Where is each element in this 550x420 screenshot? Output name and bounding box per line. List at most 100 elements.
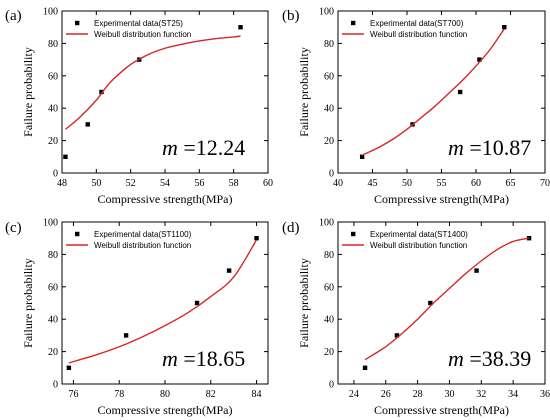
panel-label: (c): [5, 220, 22, 236]
weibull-modulus-annotation: m =38.39: [448, 346, 531, 371]
x-tick-label: 34: [508, 389, 518, 400]
x-tick-label: 84: [252, 389, 262, 400]
data-point: [457, 89, 463, 95]
y-tick-label: 40: [48, 104, 58, 115]
x-tick-label: 82: [206, 389, 216, 400]
y-tick-label: 0: [53, 169, 58, 180]
x-tick-label: 80: [160, 389, 170, 400]
m-symbol: m: [448, 346, 464, 371]
legend-point-swatch: [351, 20, 356, 26]
x-axis-label: Compressive strength(MPa): [98, 192, 233, 206]
y-tick-label: 20: [324, 347, 334, 358]
data-point: [526, 236, 532, 241]
data-point: [254, 236, 259, 241]
y-tick-label: 20: [48, 136, 58, 147]
x-axis-label: Compressive strength(MPa): [374, 403, 509, 417]
x-tick-label: 32: [476, 389, 486, 400]
y-tick-label: 80: [324, 39, 334, 50]
legend-entry: Experimental data(ST1400): [370, 230, 468, 239]
panel-label: (d): [282, 220, 300, 236]
panel-1: 40 45 50 55 60 65 70 0 20 40 60 80 100 Compressive st…: [282, 7, 550, 207]
x-tick-label: 36: [540, 389, 550, 400]
data-point: [362, 365, 368, 370]
y-tick-label: 100: [43, 218, 58, 229]
y-tick-label: 60: [48, 71, 58, 82]
x-tick-label: 58: [229, 178, 239, 189]
x-tick-label: 50: [91, 178, 101, 189]
weibull-fit-line: [361, 28, 505, 156]
y-tick-label: 60: [48, 282, 58, 293]
data-point: [85, 122, 90, 127]
m-value: =38.39: [464, 346, 531, 371]
y-axis-label: Failure probability: [21, 47, 35, 137]
m-symbol: m: [448, 135, 464, 160]
y-tick-label: 20: [48, 347, 58, 358]
x-axis-label: Compressive strength(MPa): [98, 403, 233, 417]
data-point: [238, 25, 243, 30]
x-tick-label: 76: [68, 389, 78, 400]
data-point: [359, 154, 365, 159]
y-tick-label: 0: [329, 169, 334, 180]
weibull-fit-line: [364, 237, 530, 361]
data-point: [194, 300, 200, 306]
data-point: [66, 365, 72, 370]
y-axis-label: Failure probability: [21, 258, 35, 348]
panel-label: (b): [282, 8, 300, 24]
y-tick-label: 0: [329, 380, 334, 391]
x-axis-label: Compressive strength(MPa): [374, 192, 509, 206]
weibull-modulus-annotation: m =12.24: [162, 135, 245, 160]
y-axis-label: Failure probability: [297, 258, 311, 348]
x-tick-label: 56: [194, 178, 204, 189]
x-tick-label: 60: [263, 178, 273, 189]
x-tick-label: 78: [114, 389, 124, 400]
weibull-fit-line: [64, 35, 241, 130]
y-tick-label: 100: [319, 218, 334, 229]
y-tick-label: 20: [324, 136, 334, 147]
legend-entry: Weibull distribution function: [370, 30, 467, 39]
m-symbol: m: [162, 346, 178, 371]
panel-0: 48 50 52 54 56 58 60 0 20 40 60 80 100 Compressive st…: [5, 7, 273, 207]
y-tick-label: 40: [324, 104, 334, 115]
y-tick-label: 80: [48, 250, 58, 261]
data-point: [63, 154, 68, 159]
x-tick-label: 48: [57, 178, 67, 189]
legend-entry: Weibull distribution function: [370, 241, 467, 250]
y-tick-label: 0: [53, 380, 58, 391]
legend-entry: Experimental data(ST25): [94, 19, 183, 28]
y-tick-label: 80: [324, 250, 334, 261]
m-value: =12.24: [178, 135, 245, 160]
weibull-fit-line: [68, 239, 258, 364]
x-tick-label: 45: [368, 178, 378, 189]
y-tick-label: 60: [324, 71, 334, 82]
data-point: [502, 25, 507, 30]
data-point: [394, 333, 400, 338]
y-tick-label: 100: [319, 7, 334, 18]
y-axis-label: Failure probability: [297, 47, 311, 137]
x-tick-label: 40: [333, 178, 343, 189]
legend-entry: Weibull distribution function: [94, 30, 191, 39]
legend-entry: Experimental data(ST700): [370, 19, 464, 28]
panel-3: 24 26 28 30 32 34 36 0 20 40 60 80 100 Compressive st…: [282, 218, 550, 418]
panel-2: 76 78 80 82 84 0 20 40 60 80 100 Compressive streng…: [5, 218, 269, 417]
data-point: [123, 333, 129, 338]
y-tick-label: 40: [48, 315, 58, 326]
legend-point-swatch: [75, 20, 80, 26]
weibull-modulus-annotation: m =18.65: [162, 346, 245, 371]
x-tick-label: 26: [381, 389, 391, 400]
y-tick-label: 40: [324, 315, 334, 326]
legend-point-swatch: [75, 231, 80, 237]
m-symbol: m: [162, 135, 178, 160]
x-tick-label: 65: [506, 178, 516, 189]
x-tick-label: 24: [349, 389, 359, 400]
plot-frame: [337, 221, 546, 385]
data-point: [477, 57, 482, 62]
m-value: =10.87: [464, 135, 531, 160]
x-tick-label: 55: [437, 178, 447, 189]
x-tick-label: 30: [444, 389, 454, 400]
data-point: [226, 268, 232, 273]
x-tick-label: 70: [540, 178, 550, 189]
data-point: [474, 268, 479, 273]
legend-entry: Weibull distribution function: [94, 241, 191, 250]
x-tick-label: 50: [402, 178, 412, 189]
